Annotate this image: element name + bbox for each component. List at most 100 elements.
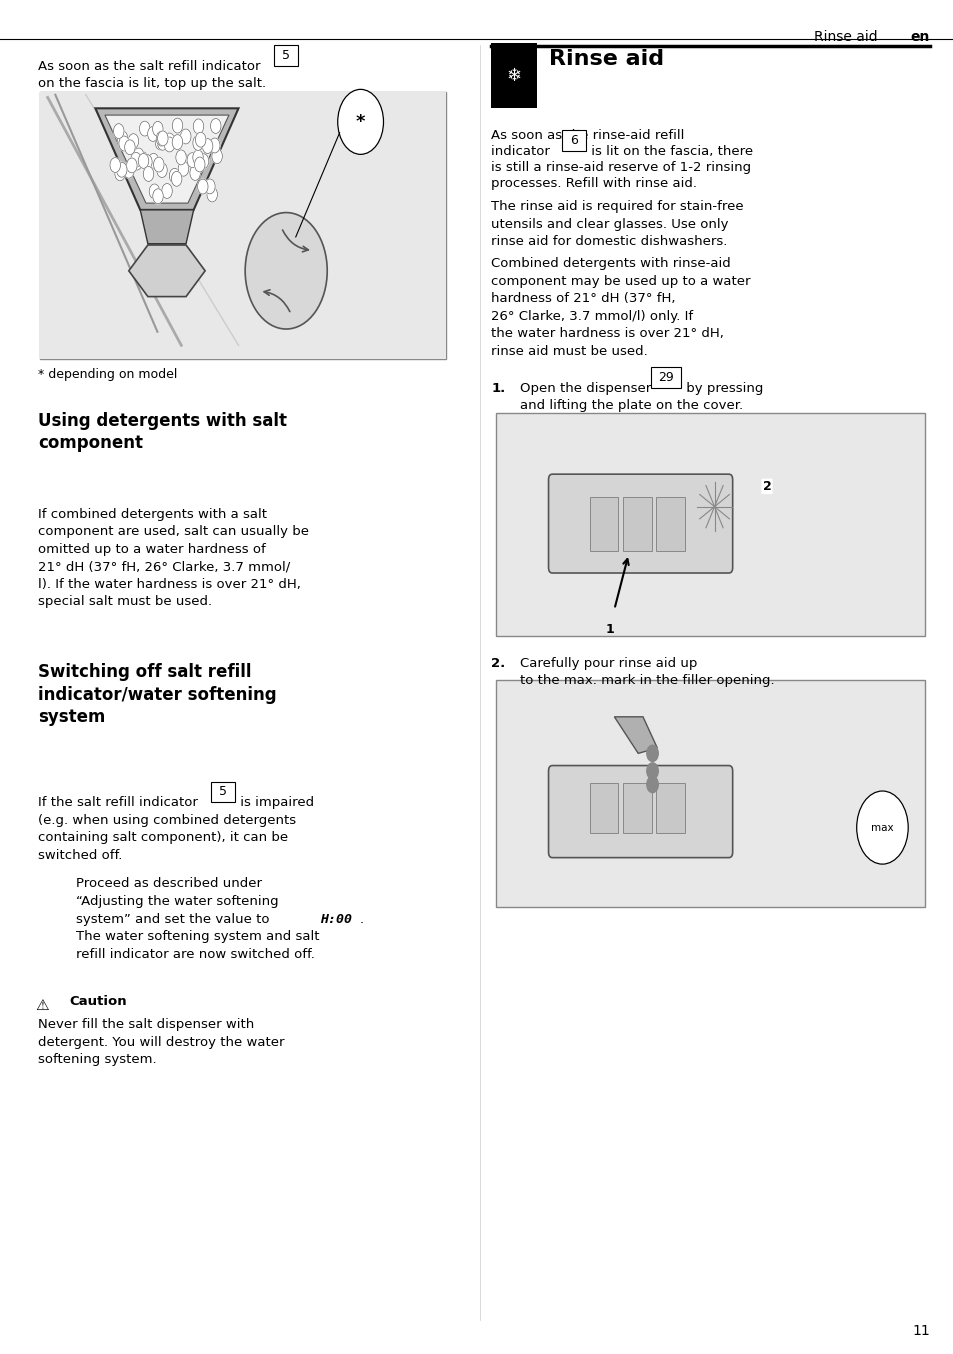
Text: If combined detergents with a salt
component are used, salt can usually be
omitt: If combined detergents with a salt compo… bbox=[38, 508, 309, 608]
Text: ⚠: ⚠ bbox=[35, 998, 49, 1013]
Circle shape bbox=[114, 167, 125, 181]
Circle shape bbox=[119, 135, 130, 150]
Circle shape bbox=[172, 134, 182, 149]
Circle shape bbox=[155, 135, 166, 150]
Text: refill indicator are now switched off.: refill indicator are now switched off. bbox=[76, 948, 314, 961]
Text: As soon as the rinse-aid refill: As soon as the rinse-aid refill bbox=[491, 129, 684, 142]
Circle shape bbox=[193, 119, 204, 134]
Text: Rinse aid: Rinse aid bbox=[813, 30, 877, 43]
Text: Proceed as described under: Proceed as described under bbox=[76, 877, 262, 891]
FancyBboxPatch shape bbox=[589, 497, 618, 551]
Circle shape bbox=[148, 126, 158, 141]
FancyBboxPatch shape bbox=[561, 130, 585, 150]
Circle shape bbox=[198, 154, 209, 169]
Polygon shape bbox=[105, 115, 229, 203]
Circle shape bbox=[138, 153, 149, 168]
Circle shape bbox=[207, 187, 217, 202]
Circle shape bbox=[156, 162, 167, 177]
Text: indicator: indicator bbox=[491, 145, 554, 158]
Text: Switching off salt refill
indicator/water softening
system: Switching off salt refill indicator/wate… bbox=[38, 663, 276, 726]
Circle shape bbox=[193, 135, 203, 150]
Circle shape bbox=[193, 150, 203, 165]
Circle shape bbox=[156, 131, 167, 146]
Text: processes. Refill with rinse aid.: processes. Refill with rinse aid. bbox=[491, 177, 697, 191]
Circle shape bbox=[157, 135, 168, 150]
Circle shape bbox=[172, 172, 182, 187]
Text: en: en bbox=[910, 30, 929, 43]
Circle shape bbox=[646, 745, 658, 761]
Text: 2: 2 bbox=[761, 479, 771, 493]
Text: .: . bbox=[359, 913, 363, 926]
Text: Caution: Caution bbox=[70, 995, 127, 1009]
Text: and lifting the plate on the cover.: and lifting the plate on the cover. bbox=[519, 399, 742, 413]
Circle shape bbox=[205, 179, 215, 194]
Text: The water softening system and salt: The water softening system and salt bbox=[76, 930, 319, 944]
Circle shape bbox=[124, 164, 134, 179]
Text: 1.: 1. bbox=[491, 382, 505, 395]
Circle shape bbox=[141, 154, 152, 169]
Circle shape bbox=[110, 157, 120, 172]
Circle shape bbox=[131, 153, 141, 168]
Text: max: max bbox=[870, 823, 893, 833]
Circle shape bbox=[646, 762, 658, 779]
Text: Never fill the salt dispenser with
detergent. You will destroy the water
softeni: Never fill the salt dispenser with deter… bbox=[38, 1018, 284, 1066]
Circle shape bbox=[113, 123, 124, 138]
Circle shape bbox=[179, 154, 190, 169]
Circle shape bbox=[148, 153, 158, 168]
Circle shape bbox=[195, 133, 206, 148]
Circle shape bbox=[152, 122, 163, 137]
Polygon shape bbox=[140, 210, 193, 244]
Circle shape bbox=[128, 134, 138, 149]
Circle shape bbox=[210, 138, 220, 153]
Circle shape bbox=[149, 184, 159, 199]
Text: is lit on the fascia, there: is lit on the fascia, there bbox=[586, 145, 752, 158]
Text: The rinse aid is required for stain-free
utensils and clear glasses. Use only
ri: The rinse aid is required for stain-free… bbox=[491, 200, 743, 248]
Circle shape bbox=[164, 137, 174, 152]
FancyBboxPatch shape bbox=[211, 781, 234, 802]
Circle shape bbox=[194, 157, 205, 172]
Circle shape bbox=[164, 133, 174, 148]
Circle shape bbox=[178, 161, 189, 176]
Text: is impaired: is impaired bbox=[235, 796, 314, 810]
FancyBboxPatch shape bbox=[548, 474, 732, 573]
Polygon shape bbox=[614, 716, 657, 753]
Text: 29: 29 bbox=[658, 371, 673, 385]
FancyBboxPatch shape bbox=[656, 497, 684, 551]
Circle shape bbox=[190, 165, 200, 180]
Circle shape bbox=[169, 168, 179, 183]
FancyBboxPatch shape bbox=[491, 43, 537, 108]
Circle shape bbox=[856, 791, 907, 864]
Text: Combined detergents with rinse-aid
component may be used up to a water
hardness : Combined detergents with rinse-aid compo… bbox=[491, 257, 750, 357]
Circle shape bbox=[245, 213, 327, 329]
Text: “Adjusting the water softening: “Adjusting the water softening bbox=[76, 895, 278, 909]
FancyBboxPatch shape bbox=[40, 92, 445, 359]
Circle shape bbox=[139, 121, 150, 135]
Circle shape bbox=[202, 138, 213, 153]
Circle shape bbox=[127, 158, 137, 173]
Text: system” and set the value to: system” and set the value to bbox=[76, 913, 274, 926]
Circle shape bbox=[211, 119, 221, 134]
Text: on the fascia is lit, top up the salt.: on the fascia is lit, top up the salt. bbox=[38, 77, 266, 91]
Text: Rinse aid: Rinse aid bbox=[548, 49, 663, 69]
FancyBboxPatch shape bbox=[40, 92, 445, 359]
FancyBboxPatch shape bbox=[650, 367, 680, 387]
Text: 6: 6 bbox=[569, 134, 578, 148]
FancyBboxPatch shape bbox=[548, 765, 732, 857]
Text: 5: 5 bbox=[281, 49, 290, 62]
FancyBboxPatch shape bbox=[656, 783, 684, 833]
Circle shape bbox=[125, 139, 135, 154]
Circle shape bbox=[172, 118, 183, 133]
Circle shape bbox=[197, 179, 208, 194]
Text: is still a rinse-aid reserve of 1-2 rinsing: is still a rinse-aid reserve of 1-2 rins… bbox=[491, 161, 751, 175]
Circle shape bbox=[132, 156, 142, 171]
Text: Open the dispenser: Open the dispenser bbox=[519, 382, 655, 395]
Circle shape bbox=[153, 157, 164, 172]
Circle shape bbox=[175, 150, 186, 165]
Text: 11: 11 bbox=[911, 1324, 929, 1338]
Circle shape bbox=[337, 89, 383, 154]
Text: ❄: ❄ bbox=[506, 66, 521, 85]
Text: 5: 5 bbox=[218, 785, 227, 799]
Polygon shape bbox=[95, 108, 238, 210]
Circle shape bbox=[646, 776, 658, 792]
FancyBboxPatch shape bbox=[496, 413, 924, 636]
